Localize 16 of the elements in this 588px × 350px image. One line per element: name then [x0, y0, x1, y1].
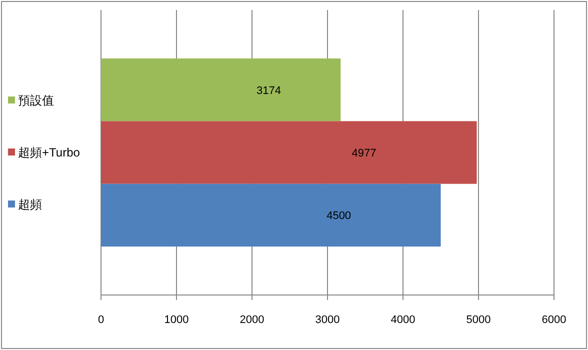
x-tick-label: 2000	[240, 314, 264, 326]
data-label: 3174	[256, 84, 281, 97]
bar	[101, 184, 441, 247]
x-tick-label: 6000	[542, 314, 566, 326]
legend-label: 超頻+Turbo	[18, 146, 80, 160]
x-tick-label: 3000	[315, 314, 340, 326]
data-label: 4977	[352, 148, 376, 160]
bar	[101, 121, 477, 184]
legend-label: 超頻	[18, 198, 42, 212]
x-tick-label: 1000	[164, 314, 189, 326]
x-tick-label: 5000	[466, 314, 491, 326]
x-tick-label: 4000	[390, 314, 416, 326]
bar	[101, 58, 341, 122]
data-label: 4500	[326, 210, 352, 222]
legend-label: 預設值	[18, 94, 54, 108]
x-tick-label: 0	[98, 314, 104, 326]
